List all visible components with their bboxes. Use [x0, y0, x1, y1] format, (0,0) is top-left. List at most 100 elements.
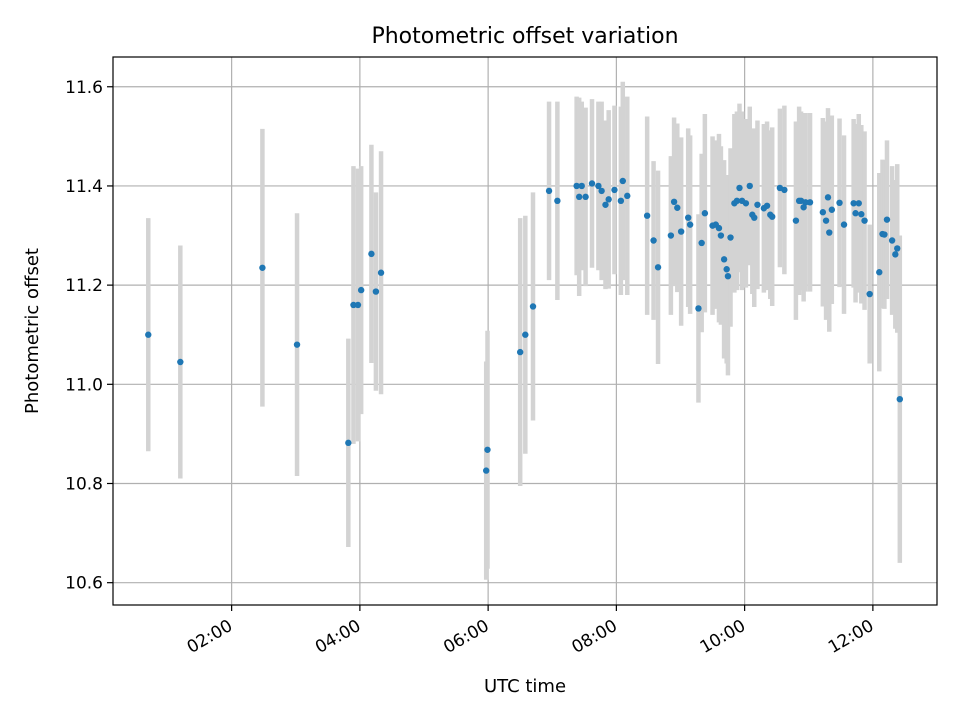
data-point — [654, 264, 662, 271]
y-tick-label: 11.6 — [65, 78, 103, 98]
data-point — [145, 331, 152, 338]
data-point — [881, 231, 888, 238]
data-point — [354, 301, 362, 309]
data-point — [573, 182, 580, 190]
data-point — [698, 239, 705, 247]
data-point — [751, 214, 758, 221]
data-point — [840, 221, 848, 228]
data-point — [727, 234, 734, 241]
y-axis-label: Photometric offset — [22, 248, 43, 414]
data-point — [619, 177, 626, 185]
data-point — [894, 245, 901, 252]
x-tick-label: 04:00 — [312, 616, 364, 658]
data-point — [372, 288, 380, 295]
data-point — [819, 209, 827, 216]
data-point — [575, 193, 583, 201]
data-point — [806, 199, 814, 206]
y-tick-label: 11.4 — [65, 177, 103, 197]
x-tick-label: 10:00 — [697, 616, 749, 658]
data-point — [850, 200, 857, 207]
data-point — [754, 201, 761, 208]
data-point — [861, 217, 868, 224]
data-point — [554, 197, 561, 205]
data-point — [836, 199, 843, 207]
data-point — [624, 192, 631, 200]
data-point — [888, 237, 896, 244]
x-axis: 02:00 04:00 06:00 08:00 10:00 12:00 — [184, 605, 877, 658]
data-point — [684, 214, 692, 221]
data-point — [715, 224, 723, 232]
data-points — [145, 177, 904, 474]
plot-area-frame — [112, 56, 938, 606]
y-tick-label: 11.2 — [65, 276, 103, 296]
data-point — [720, 256, 728, 263]
data-point — [588, 180, 596, 187]
data-point — [769, 213, 776, 220]
data-point — [522, 331, 529, 338]
data-point — [345, 439, 352, 447]
data-point — [746, 182, 753, 190]
data-point — [674, 204, 681, 211]
data-point — [858, 211, 865, 218]
data-point — [724, 273, 732, 280]
data-point — [643, 212, 651, 219]
errorbars — [146, 81, 903, 580]
y-axis: 10.6 10.8 11.0 11.2 11.4 11.6 — [65, 78, 113, 594]
data-point — [259, 264, 266, 271]
data-point — [677, 228, 685, 235]
data-point — [667, 232, 675, 239]
data-point — [605, 196, 612, 203]
data-point — [733, 197, 741, 205]
data-point — [578, 182, 585, 190]
data-point — [368, 250, 375, 258]
data-point — [822, 217, 830, 224]
data-point — [602, 201, 609, 208]
data-point — [852, 210, 859, 217]
data-point — [357, 286, 365, 294]
data-point — [293, 341, 301, 348]
data-point — [800, 204, 807, 211]
data-point — [529, 303, 537, 310]
data-point — [826, 229, 833, 236]
data-point — [177, 358, 184, 366]
data-point — [717, 232, 725, 239]
data-point — [484, 446, 491, 453]
data-point — [723, 266, 730, 273]
data-point — [876, 269, 883, 276]
data-point — [792, 217, 800, 224]
data-point — [350, 301, 357, 309]
data-point — [516, 348, 524, 356]
data-point — [701, 210, 709, 217]
data-point — [828, 206, 836, 213]
data-point — [742, 200, 750, 207]
y-tick-label: 10.8 — [65, 474, 103, 494]
chart-title: Photometric offset variation — [371, 24, 678, 49]
data-point — [763, 202, 771, 209]
data-point — [598, 187, 605, 195]
x-tick-label: 12:00 — [825, 616, 877, 658]
x-tick-label: 06:00 — [440, 616, 492, 658]
data-point — [650, 237, 657, 244]
data-point — [377, 269, 385, 276]
data-point — [892, 251, 899, 258]
data-point — [855, 200, 862, 207]
data-point — [896, 395, 904, 403]
data-point — [736, 184, 743, 192]
data-point — [866, 290, 873, 298]
data-point — [802, 199, 809, 206]
data-point — [582, 193, 589, 201]
data-point — [695, 305, 702, 312]
data-point — [781, 186, 788, 194]
data-point — [670, 198, 678, 206]
x-axis-label: UTC time — [484, 676, 566, 697]
data-point — [611, 186, 618, 194]
data-point — [595, 182, 602, 190]
data-point — [617, 197, 625, 205]
y-tick-label: 10.6 — [65, 574, 103, 594]
data-point — [686, 221, 694, 228]
data-point — [883, 216, 891, 223]
data-point — [545, 187, 553, 195]
y-tick-label: 11.0 — [65, 375, 103, 395]
